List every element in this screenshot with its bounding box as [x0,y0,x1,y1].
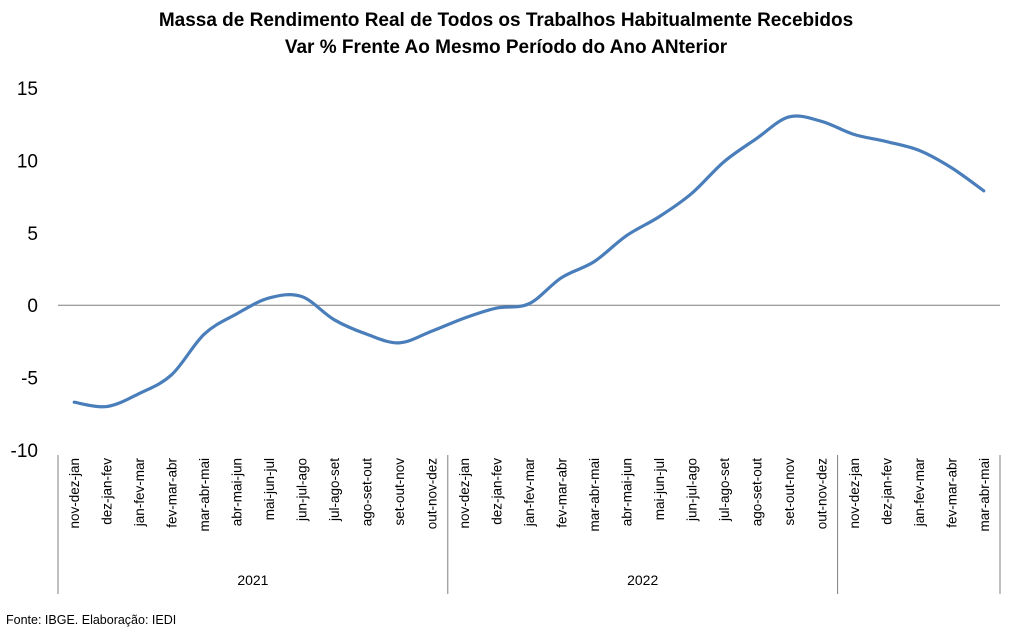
x-tick-label: abr-mai-jun [619,458,634,526]
x-tick-label: set-out-nov [782,458,797,526]
chart-subtitle: Var % Frente Ao Mesmo Período do Ano ANt… [285,37,728,58]
y-tick-label: -10 [11,441,38,462]
y-tick-label: 10 [17,151,38,172]
x-tick-label: ago-set-out [749,458,764,527]
x-tick-label: out-nov-dez [814,458,829,530]
x-tick-label: mar-abr-mai [197,458,212,532]
x-tick-label: out-nov-dez [425,458,440,530]
y-tick-label: -5 [21,369,38,390]
x-tick-label: dez-jan-fev [100,458,115,525]
x-tick-label: jan-fev-mar [132,457,147,527]
x-tick-label: jan-fev-mar [912,457,927,527]
x-tick-label: jun-jul-ago [684,458,699,522]
x-tick-label: jul-ago-set [717,458,732,522]
x-tick-label: jun-jul-ago [295,458,310,522]
series-layer [72,114,986,409]
x-tick-label: mar-abr-mai [587,458,602,532]
x-tick-label: nov-dez-jan [847,458,862,529]
year-group-label: 2021 [237,572,268,588]
x-tick-label: mai-jun-jul [262,458,277,520]
x-tick-label: abr-mai-jun [230,458,245,526]
x-tick-label: dez-jan-fev [879,458,894,525]
x-tick-label: fev-mar-abr [554,458,569,528]
x-tick-label: jul-ago-set [327,458,342,522]
x-tick-label: jan-fev-mar [522,457,537,527]
x-tick-label: ago-set-out [360,458,375,527]
x-tick-label: nov-dez-jan [67,458,82,529]
axes: 15 10 5 0 -5 -10 nov-dez-jan dez-jan-fev jan-fev… [11,79,1001,594]
source-note: Fonte: IBGE. Elaboração: IEDI [6,613,176,627]
y-tick-label: 5 [27,224,38,245]
x-tick-label: fev-mar-abr [944,458,959,528]
y-tick-label: 15 [17,79,38,100]
x-tick-label: mar-abr-mai [977,458,992,532]
chart-title: Massa de Rendimento Real de Todos os Tra… [159,10,853,31]
year-group-label: 2022 [627,572,658,588]
y-tick-label: 0 [27,296,38,317]
x-tick-label: fev-mar-abr [165,458,180,528]
x-tick-label: set-out-nov [392,458,407,526]
x-tick-label: mai-jun-jul [652,458,667,520]
x-tick-label: dez-jan-fev [490,458,505,525]
series-line [72,114,986,409]
x-tick-label: nov-dez-jan [457,458,472,529]
